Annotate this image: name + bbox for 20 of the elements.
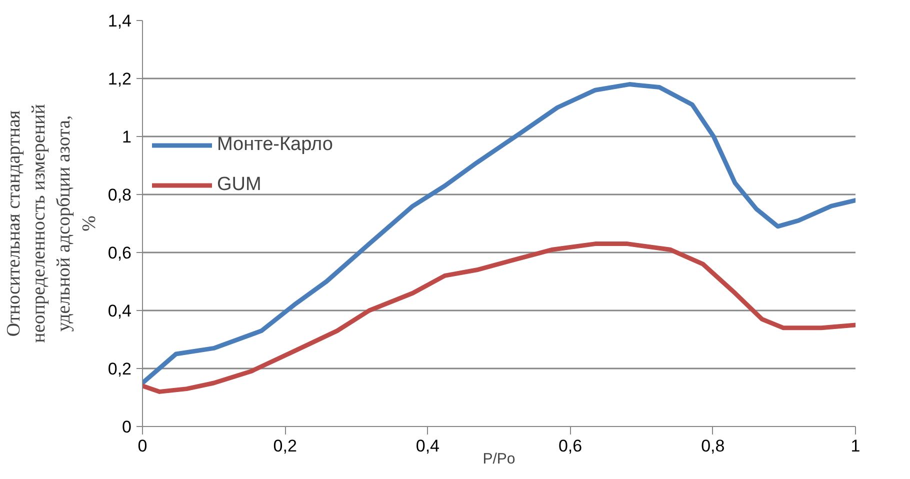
legend-label: GUM bbox=[217, 174, 262, 196]
legend-label: Монте-Карло bbox=[217, 134, 333, 156]
line-series bbox=[142, 82, 856, 386]
y-tick-label: 0,2 bbox=[108, 360, 132, 378]
x-tick-label: 0,6 bbox=[558, 436, 582, 456]
y-tick-label: 0,6 bbox=[108, 244, 132, 262]
y-tick-label: 1,4 bbox=[108, 12, 132, 30]
x-tick-label: 0,4 bbox=[416, 436, 440, 456]
y-tick-label: 1 bbox=[122, 128, 132, 146]
x-axis-title: P/Po bbox=[482, 450, 516, 468]
y-tick-label: 0,4 bbox=[108, 302, 132, 320]
y-tick-label: 1,2 bbox=[108, 70, 132, 88]
x-tick-label: 0,2 bbox=[273, 436, 297, 456]
x-tick-label: 0 bbox=[138, 436, 148, 456]
y-tick-label: 0,8 bbox=[108, 186, 132, 204]
y-tick-label: 0 bbox=[122, 418, 132, 436]
line-series bbox=[142, 242, 856, 394]
x-tick-label: 1 bbox=[850, 436, 860, 456]
y-axis-title: Относительная стандартная неопределенность измерений удельной адсорбции азота, % bbox=[3, 104, 100, 343]
x-tick-label: 0,8 bbox=[701, 436, 725, 456]
